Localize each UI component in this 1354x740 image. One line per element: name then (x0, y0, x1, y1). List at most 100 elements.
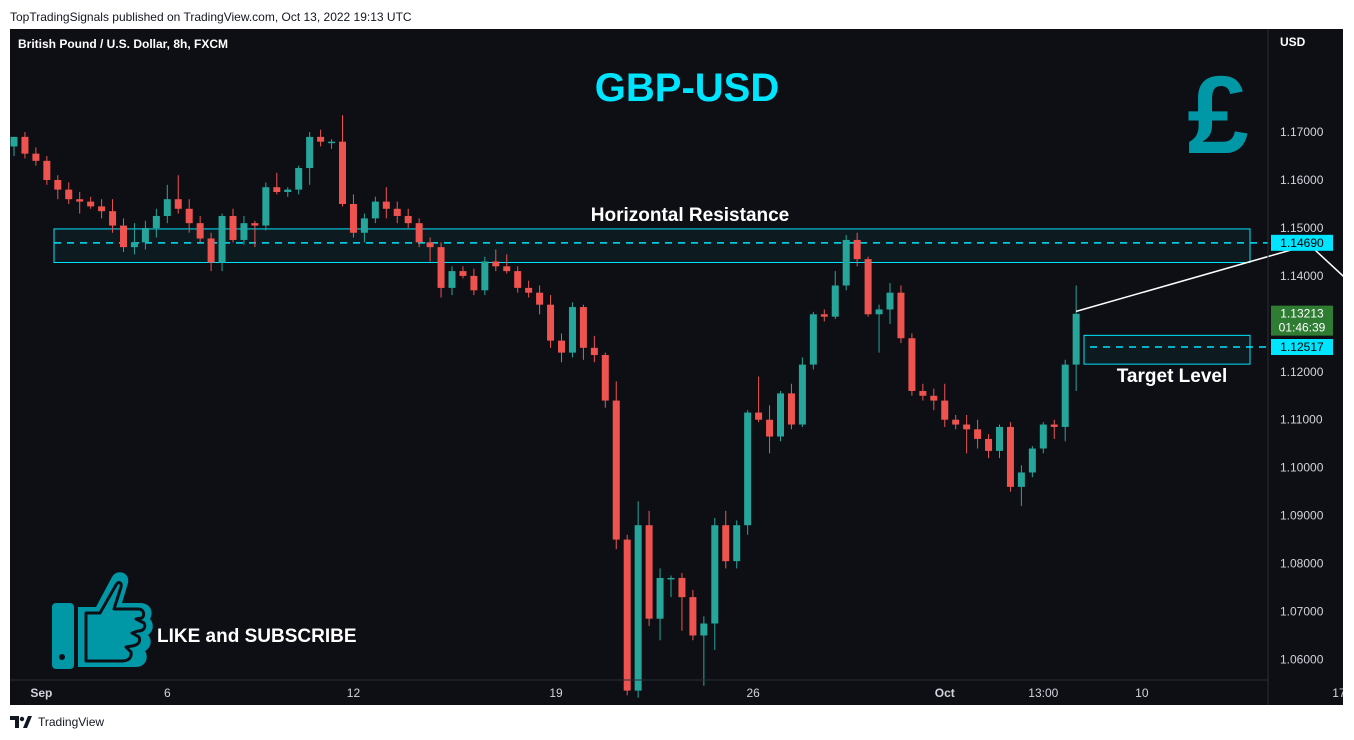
candle-body (360, 218, 368, 233)
candle-body (798, 364, 806, 425)
resistance-price-tag: 1.14690 (1280, 236, 1324, 250)
candle-body (875, 309, 883, 315)
candle-body (54, 180, 62, 190)
candle-body (590, 347, 598, 356)
candle (1072, 285, 1080, 391)
candle (798, 357, 806, 427)
candle-body (306, 136, 314, 169)
y-tick-label: 1.14000 (1280, 269, 1324, 283)
candle (820, 309, 828, 322)
candle-body (941, 400, 949, 420)
candle-body (437, 247, 445, 288)
candle-body (842, 239, 850, 286)
candle-body (700, 623, 708, 636)
chart-axes: 1.170001.160001.150001.140001.130001.120… (10, 29, 1343, 705)
candle (328, 139, 336, 149)
candle-body (1017, 472, 1025, 487)
candle (382, 187, 390, 219)
candle (777, 390, 784, 442)
candle (273, 172, 281, 195)
candle-body (109, 211, 117, 226)
candle (360, 213, 368, 243)
candle-body (251, 223, 259, 226)
candle (404, 208, 412, 228)
y-tick-label: 1.11000 (1280, 413, 1323, 427)
candle-body (207, 238, 215, 263)
candle-body (601, 355, 609, 401)
candle-body (930, 395, 938, 401)
candle (317, 129, 325, 147)
target-label: Target Level (1117, 366, 1228, 387)
candle-body (787, 393, 795, 425)
candle (21, 132, 29, 159)
candle-body (996, 426, 1003, 451)
candle (481, 256, 489, 296)
cta-label: LIKE and SUBSCRIBE (157, 626, 357, 647)
candle-body (120, 225, 127, 248)
countdown-tag: 01:46:39 (1279, 321, 1326, 335)
candle-body (853, 239, 861, 260)
candle-body (503, 266, 511, 272)
candle (32, 147, 40, 166)
candle (1017, 465, 1025, 507)
candle-body (481, 261, 489, 291)
chart-frame[interactable]: Horizontal Resistance Target Level 1.1700… (10, 29, 1343, 705)
candle-body (10, 136, 18, 147)
x-tick-label: Oct (935, 686, 955, 700)
candle-body (163, 199, 171, 216)
candle (536, 285, 544, 315)
candle-body (733, 525, 741, 562)
candle-body (130, 242, 138, 248)
candle-body (831, 285, 839, 317)
candle-body (273, 187, 281, 193)
candle (152, 208, 160, 238)
candle (1006, 422, 1014, 492)
y-tick-label: 1.06000 (1280, 652, 1324, 666)
footer: TradingView (10, 715, 104, 729)
y-tick-label: 1.16000 (1280, 173, 1324, 187)
candle (996, 424, 1003, 459)
candle (744, 410, 752, 535)
candle (547, 295, 555, 348)
last-price-bg (1271, 305, 1333, 336)
candle-body (897, 292, 905, 339)
candle (875, 304, 883, 353)
candle (919, 383, 927, 401)
candle-body (349, 203, 357, 233)
candle (437, 242, 445, 298)
candle (65, 182, 73, 204)
candle (842, 235, 850, 291)
x-tick-label: Sep (30, 686, 52, 700)
candle-body (558, 340, 565, 353)
candle-body (667, 577, 675, 580)
candle (207, 232, 215, 272)
candle-body (1006, 426, 1014, 487)
candle-body (448, 271, 456, 288)
candle (492, 249, 500, 272)
candle-body (722, 525, 730, 562)
thumbs-up-icon (52, 572, 153, 669)
candle (590, 335, 598, 363)
chart-svg[interactable]: Horizontal Resistance Target Level 1.1700… (10, 29, 1343, 705)
candle (306, 132, 314, 185)
candle (952, 414, 960, 430)
candle (525, 280, 533, 298)
candle-body (579, 307, 587, 348)
symbol-label: British Pound / U.S. Dollar, 8h, FXCM (18, 37, 228, 51)
candle-body (744, 412, 752, 526)
candle-body (656, 577, 664, 619)
candle-body (985, 438, 993, 451)
candle-body (284, 189, 292, 193)
candle-body (404, 215, 412, 224)
candle (1028, 446, 1036, 478)
candle-body (864, 259, 872, 315)
candle-body (218, 215, 226, 263)
candle-body (568, 307, 576, 353)
candle-body (974, 429, 982, 439)
candle (930, 388, 938, 411)
candle-body (514, 271, 522, 288)
resistance-zone (53, 228, 1251, 263)
candle-body (371, 201, 379, 219)
candle (974, 419, 982, 449)
candle-body (1061, 364, 1069, 427)
